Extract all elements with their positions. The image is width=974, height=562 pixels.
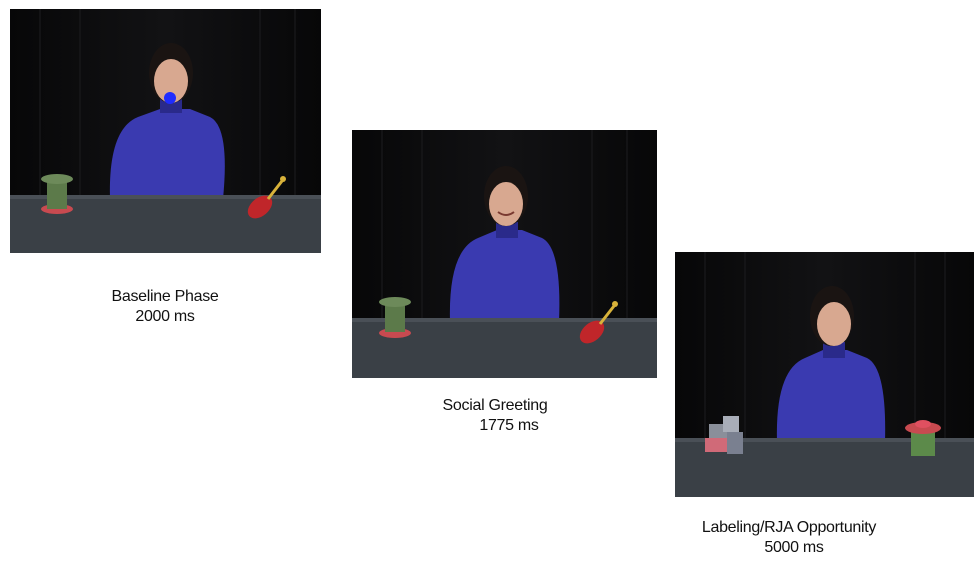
greeting-duration: 1775 ms — [479, 417, 539, 434]
baseline-frame — [10, 9, 321, 253]
baseline-caption: Baseline Phase 2000 ms — [90, 287, 240, 327]
baseline-title: Baseline Phase — [111, 288, 219, 305]
greeting-caption: Social Greeting 1775 ms — [410, 396, 580, 436]
baseline-duration: 2000 ms — [135, 308, 195, 325]
labeling-scene-image — [675, 252, 974, 497]
greeting-frame — [352, 130, 657, 378]
labeling-title: Labeling/RJA Opportunity — [701, 519, 877, 536]
labeling-frame — [675, 252, 974, 497]
labeling-caption: Labeling/RJA Opportunity 5000 ms — [664, 518, 914, 558]
greeting-title: Social Greeting — [442, 397, 548, 414]
labeling-duration: 5000 ms — [764, 539, 824, 556]
baseline-scene-image — [10, 9, 321, 253]
greeting-scene-image — [352, 130, 657, 378]
gaze-marker — [164, 92, 176, 104]
